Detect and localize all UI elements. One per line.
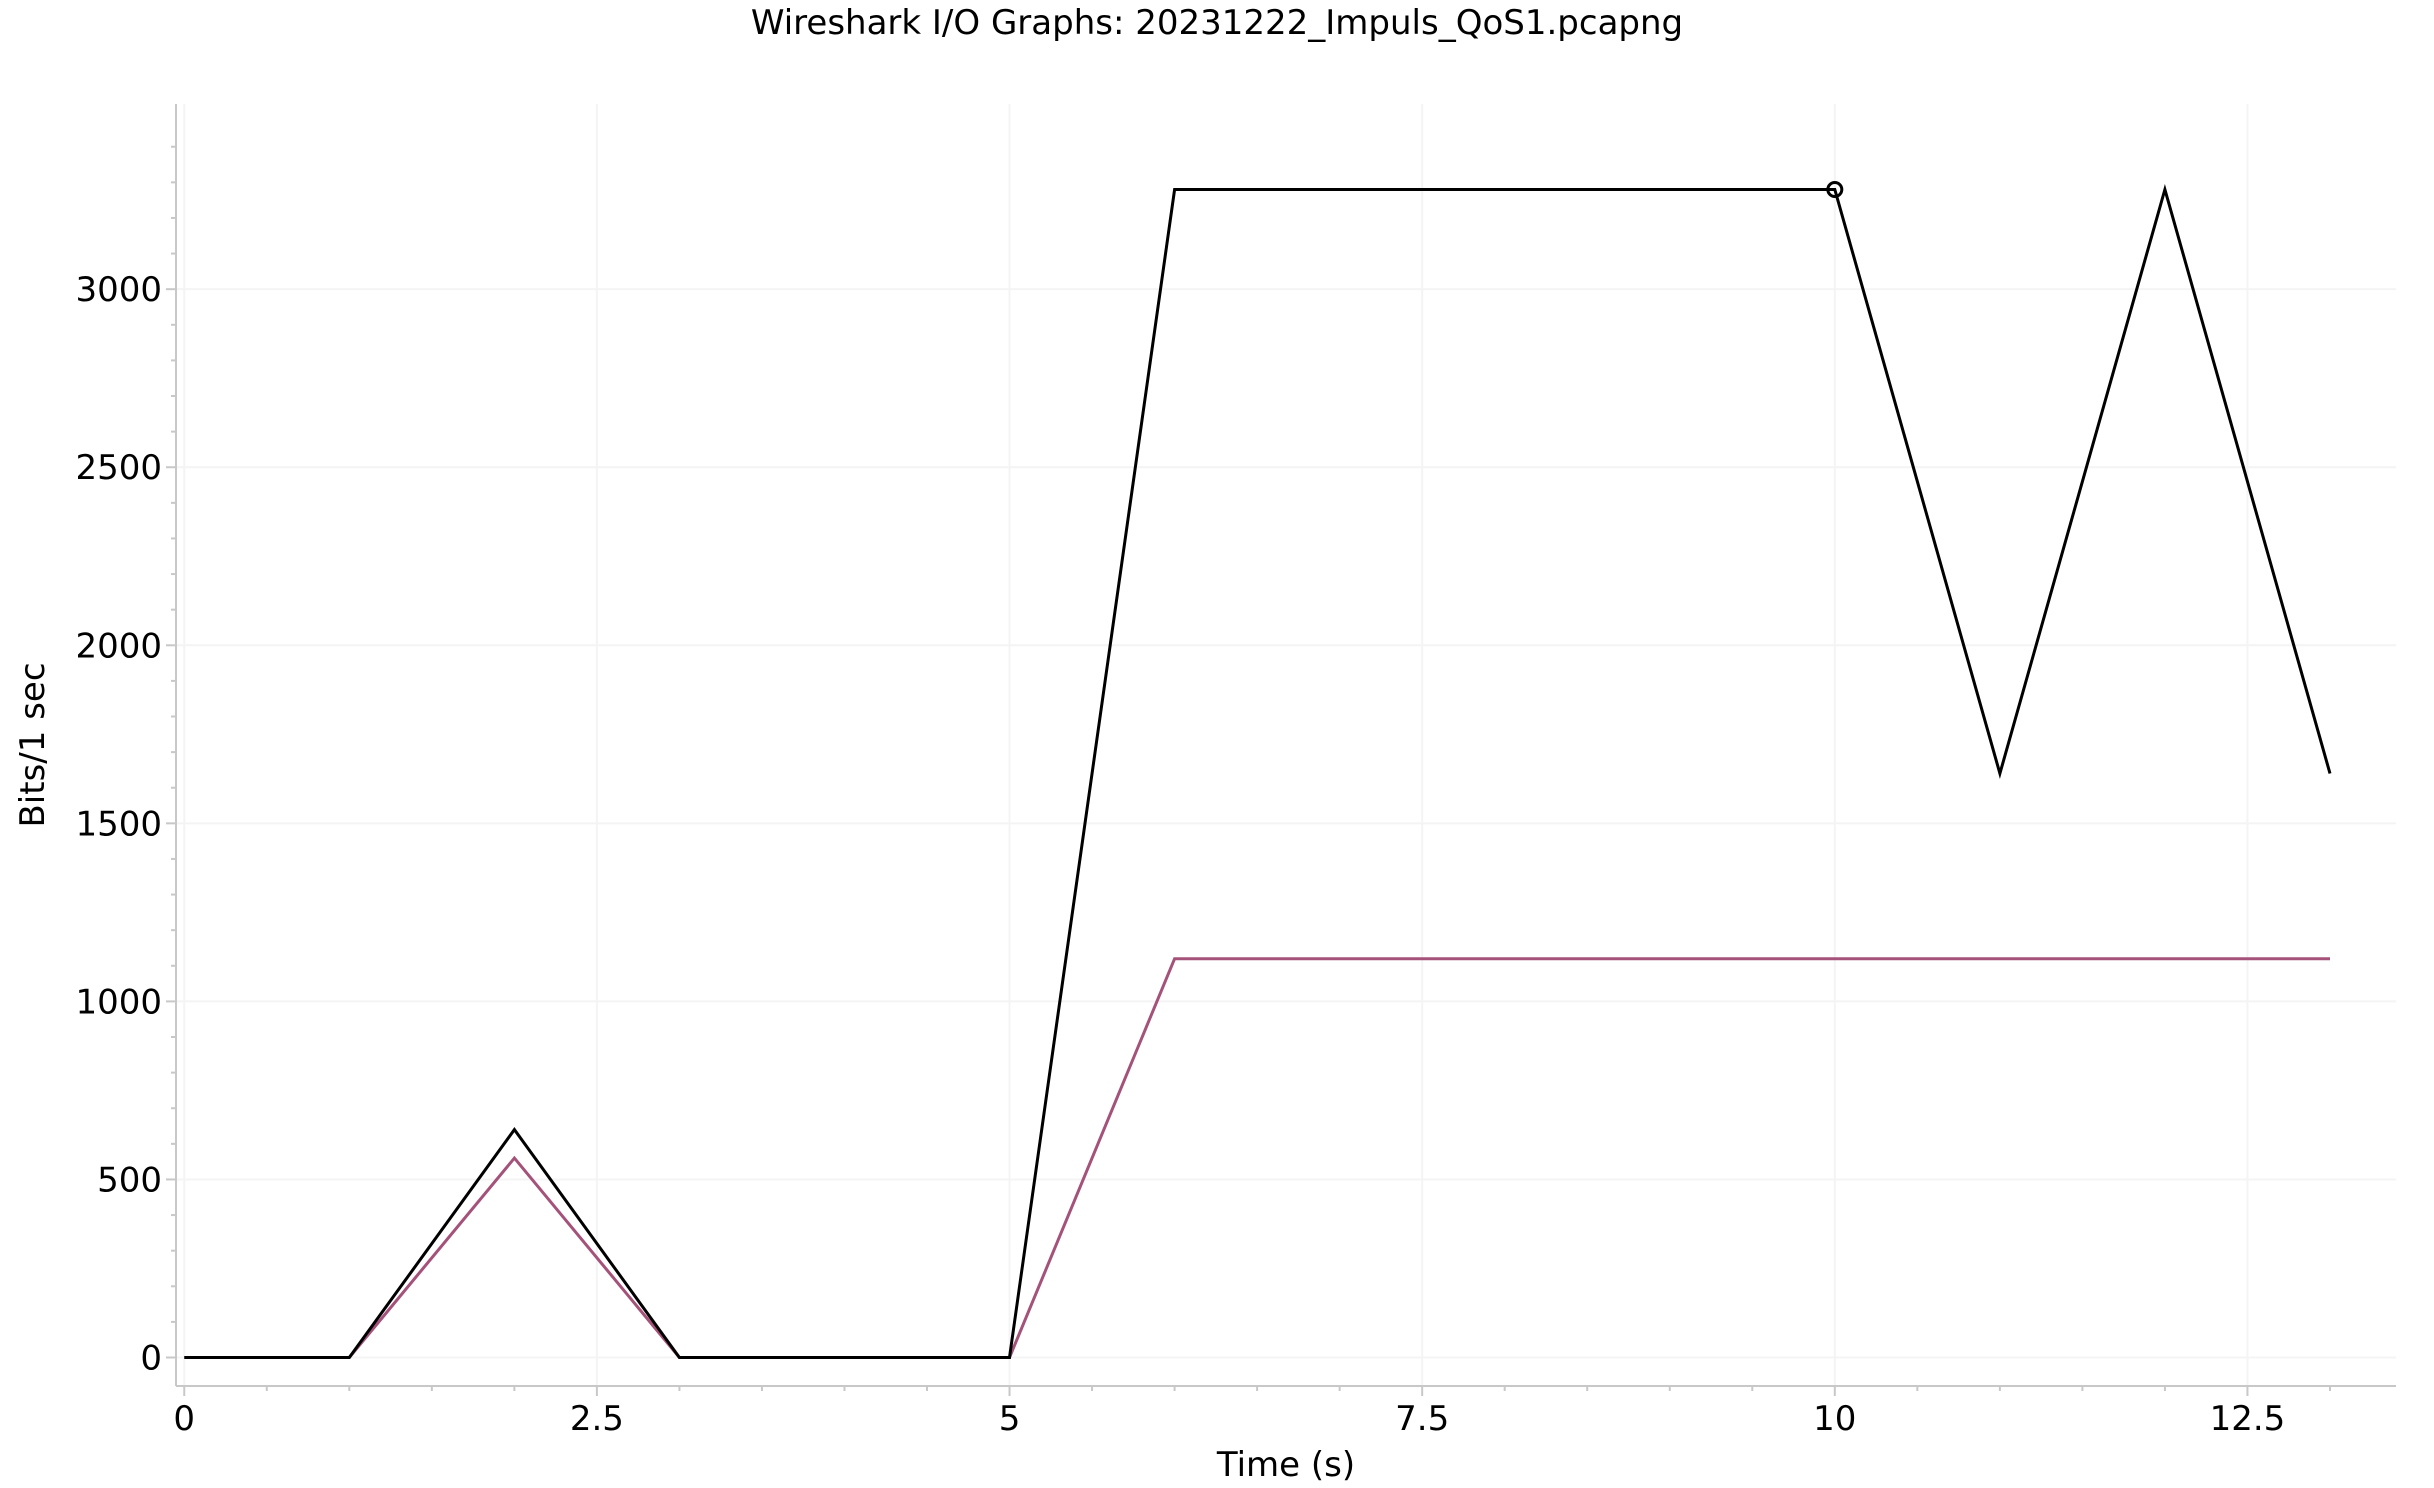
y-minor-ticks	[171, 145, 176, 1323]
chart-title: Wireshark I/O Graphs: 20231222_Impuls_Qo…	[751, 3, 1683, 43]
y-tick-label: 1000	[75, 982, 162, 1022]
x-minor-ticks	[265, 1386, 2331, 1391]
data-point-marker	[1826, 180, 1844, 198]
y-tick-label: 2000	[75, 626, 162, 666]
x-tick-label: 7.5	[1395, 1399, 1449, 1439]
series-group	[184, 180, 2332, 1359]
series-line-2	[184, 957, 2330, 1359]
grid	[176, 104, 2396, 1386]
y-axis-label: Bits/1 sec	[13, 662, 53, 827]
x-tick-label: 12.5	[2210, 1399, 2286, 1439]
y-tick-label: 0	[140, 1339, 162, 1379]
x-tick-label: 10	[1813, 1399, 1856, 1439]
x-tick-label: 2.5	[570, 1399, 624, 1439]
y-tick-label: 2500	[75, 448, 162, 488]
x-ticks: 0 2.5 5 7.5 10 12.5	[173, 1386, 2285, 1439]
x-tick-label: 5	[999, 1399, 1021, 1439]
x-axis-label: Time (s)	[1216, 1445, 1355, 1485]
x-tick-label: 0	[173, 1399, 195, 1439]
y-ticks: 0 500 1000 1500 2000 2500 3000	[75, 270, 176, 1379]
series-line-1	[184, 183, 2332, 1359]
y-tick-label: 500	[97, 1160, 162, 1200]
y-tick-label: 1500	[75, 804, 162, 844]
y-tick-label: 3000	[75, 270, 162, 310]
